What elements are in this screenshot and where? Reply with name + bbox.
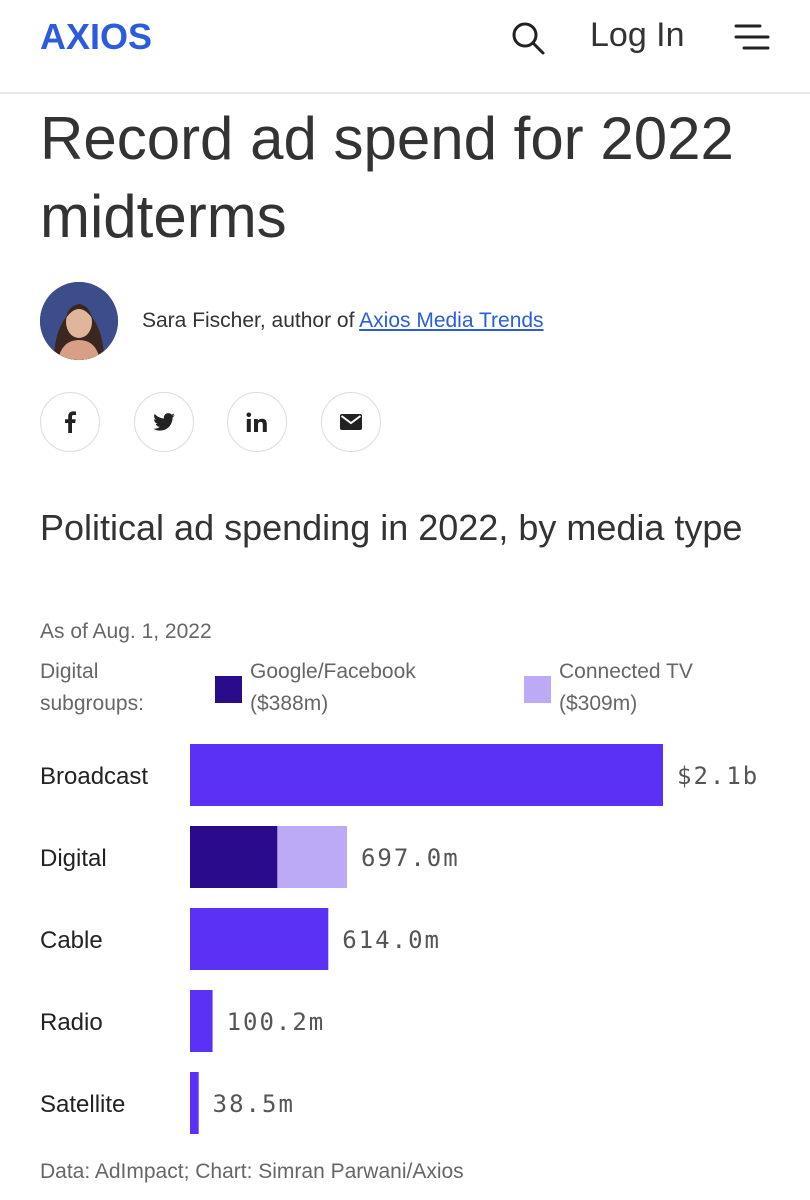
legend-entry-google-facebook: Google/Facebook ($388m): [250, 656, 416, 720]
bar-chart: Broadcast $2.1b Digital 697.0m Cable 614.0m Ra…: [40, 744, 759, 1134]
category-label-broadcast: Broadcast: [40, 763, 148, 790]
legend-title: Digital subgroups:: [40, 660, 144, 715]
bar-radio: [190, 990, 213, 1052]
bar-broadcast: [190, 744, 663, 806]
author-byline: Sara Fischer, author of Axios Media Tren…: [142, 309, 544, 333]
author-photo-icon: [40, 282, 118, 360]
legend-swatch-google-facebook: [215, 676, 242, 703]
login-link[interactable]: Log In: [590, 16, 685, 54]
legend-entry-name: Connected TV: [559, 660, 693, 683]
value-label-digital: 697.0m: [361, 844, 460, 872]
bar-cable: [190, 908, 329, 970]
legend-entry-value: ($309m): [559, 692, 638, 715]
article-headline: Record ad spend for 2022 midterms: [40, 105, 734, 250]
legend-entry-connected-tv: Connected TV ($309m): [559, 656, 693, 720]
share-facebook-button[interactable]: [40, 392, 100, 452]
share-twitter-button[interactable]: [134, 392, 194, 452]
search-icon[interactable]: [510, 20, 546, 56]
facebook-icon: [65, 411, 76, 433]
category-label-cable: Cable: [40, 927, 103, 954]
site-header: AXIOS Log In: [0, 0, 810, 94]
chart-title: Political ad spending in 2022, by media …: [40, 507, 743, 548]
byline-prefix: Sara Fischer, author of: [142, 309, 355, 332]
value-label-cable: 614.0m: [342, 926, 441, 954]
chart-subtitle: As of Aug. 1, 2022: [40, 620, 212, 643]
bar-segment-connected-tv: [277, 826, 347, 888]
share-email-button[interactable]: [321, 392, 381, 452]
author-avatar[interactable]: [40, 282, 118, 360]
category-label-satellite: Satellite: [40, 1091, 125, 1118]
author-newsletter-link[interactable]: Axios Media Trends: [359, 309, 544, 332]
axios-logo[interactable]: AXIOS: [40, 16, 152, 58]
category-label-radio: Radio: [40, 1009, 103, 1036]
linkedin-icon: [246, 412, 267, 432]
bar-satellite: [190, 1072, 199, 1134]
value-label-satellite: 38.5m: [213, 1090, 295, 1118]
twitter-icon: [153, 413, 175, 431]
value-label-broadcast: $2.1b: [677, 762, 759, 790]
legend-entry-value: ($388m): [250, 692, 329, 715]
legend-entry-name: Google/Facebook: [250, 660, 416, 683]
legend-swatch-connected-tv: [524, 676, 551, 703]
category-label-digital: Digital: [40, 845, 107, 872]
value-label-radio: 100.2m: [227, 1008, 326, 1036]
share-linkedin-button[interactable]: [227, 392, 287, 452]
bar-segment-google-facebook: [190, 826, 278, 888]
hamburger-menu-icon[interactable]: [732, 22, 772, 54]
logo-text: AXIOS: [40, 16, 153, 57]
chart-source: Data: AdImpact; Chart: Simran Parwani/Ax…: [40, 1160, 464, 1183]
email-icon: [340, 414, 362, 430]
